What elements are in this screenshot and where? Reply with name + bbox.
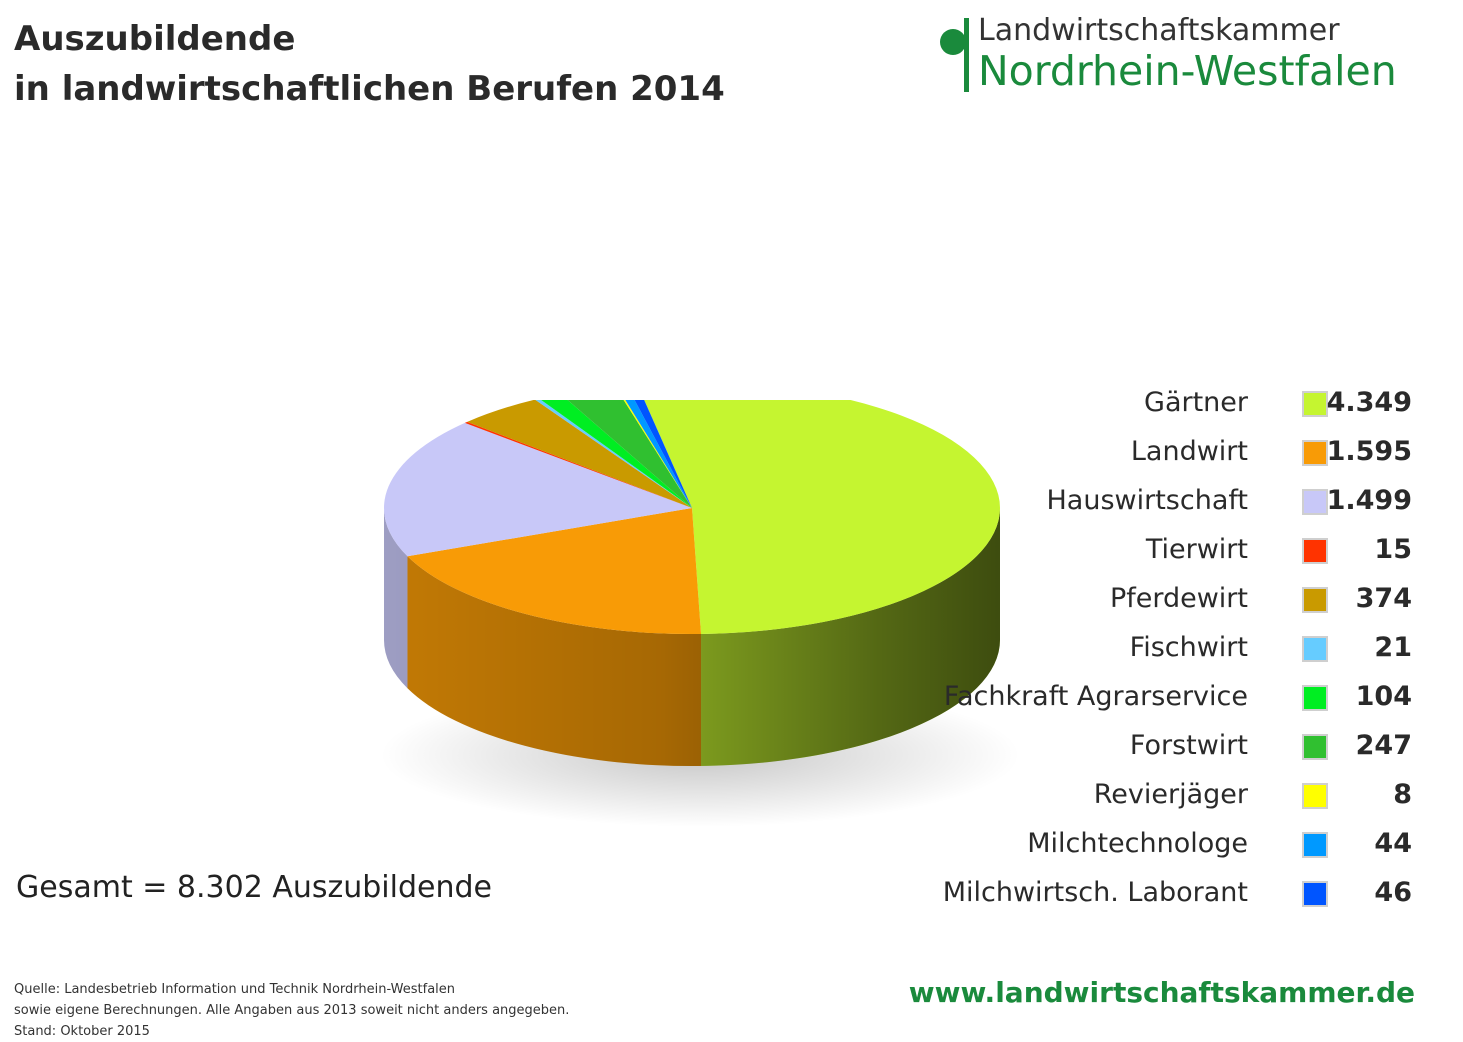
pie-slice	[634, 400, 692, 508]
legend-label: Fischwirt	[1129, 632, 1248, 663]
legend-label: Gärtner	[1144, 387, 1248, 418]
pie-side-shading	[384, 508, 1000, 766]
legend-swatch	[1302, 538, 1328, 564]
legend-label: Pferdewirt	[1109, 583, 1248, 614]
legend-item: Pferdewirt 374	[960, 579, 1420, 628]
pie-slice	[567, 400, 692, 508]
pie-sides	[384, 508, 1000, 766]
legend-label: Milchtechnologe	[1027, 828, 1248, 859]
legend-item: Gärtner 4.349	[960, 383, 1420, 432]
chart-title: Auszubildende in landwirtschaftlichen Be…	[14, 14, 725, 114]
legend-swatch	[1302, 489, 1328, 515]
pie-slice	[467, 400, 692, 508]
logo-line-1: Landwirtschaftskammer	[978, 13, 1340, 48]
legend-label: Revierjäger	[1093, 779, 1248, 810]
legend-value: 46	[1374, 877, 1412, 908]
legend-swatch	[1302, 783, 1328, 809]
title-line-2: in landwirtschaftlichen Berufen 2014	[14, 69, 725, 109]
pie-slice	[644, 400, 1000, 634]
legend-label: Milchwirtsch. Laborant	[942, 877, 1248, 908]
logo-dot-icon	[940, 29, 966, 55]
legend-value: 4.349	[1326, 387, 1412, 418]
legend-item: Fischwirt 21	[960, 628, 1420, 677]
legend-value: 374	[1355, 583, 1412, 614]
source-line-1: Quelle: Landesbetrieb Information und Te…	[14, 982, 456, 997]
legend-item: Tierwirt 15	[960, 530, 1420, 579]
legend-value: 15	[1374, 534, 1412, 565]
legend-item: Milchwirtsch. Laborant 46	[943, 873, 1420, 922]
legend-item: Hauswirtschaft 1.499	[960, 481, 1420, 530]
legend-swatch	[1302, 440, 1328, 466]
legend-value: 104	[1355, 681, 1412, 712]
legend-swatch	[1302, 832, 1328, 858]
legend-value: 8	[1393, 779, 1412, 810]
legend-value: 21	[1374, 632, 1412, 663]
legend-item: Milchtechnologe 44	[960, 824, 1420, 873]
legend-swatch	[1302, 636, 1328, 662]
legend-swatch	[1302, 881, 1328, 907]
title-line-1: Auszubildende	[14, 19, 296, 59]
source-line-3: Stand: Oktober 2015	[14, 1024, 150, 1039]
pie-slice	[407, 508, 702, 634]
legend-item: Landwirt 1.595	[960, 432, 1420, 481]
legend-value: 44	[1374, 828, 1412, 859]
pie-chart	[380, 400, 1020, 827]
legend-swatch	[1302, 685, 1328, 711]
legend-label: Hauswirtschaft	[1046, 485, 1249, 516]
legend-item: Revierjäger 8	[960, 775, 1420, 824]
source-line-2: sowie eigene Berechnungen. Alle Angaben …	[14, 1003, 570, 1018]
legend-item: Forstwirt 247	[960, 726, 1420, 775]
legend: Gärtner 4.349 Landwirt 1.595 Hauswirtschaft 1…	[943, 383, 1420, 922]
legend-label: Fachkraft Agrarservice	[943, 681, 1248, 712]
logo-bar-icon	[964, 18, 969, 92]
source-note: Quelle: Landesbetrieb Information und Te…	[14, 979, 569, 1042]
lwk-logo: Landwirtschaftskammer Nordrhein-Westfale…	[938, 12, 1418, 94]
logo-line-2: Nordrhein-Westfalen	[978, 47, 1397, 95]
website-link[interactable]: www.landwirtschaftskammer.de	[908, 976, 1415, 1009]
legend-swatch	[1302, 391, 1328, 417]
pie-slice	[464, 421, 692, 508]
pie-slice	[383, 422, 692, 557]
pie-tops	[383, 400, 1000, 634]
legend-label: Tierwirt	[1145, 534, 1248, 565]
total-label: Gesamt = 8.302 Auszubildende	[16, 870, 492, 905]
legend-value: 1.595	[1326, 436, 1412, 467]
legend-value: 247	[1355, 730, 1412, 761]
legend-swatch	[1302, 587, 1328, 613]
legend-swatch	[1302, 734, 1328, 760]
legend-item: Fachkraft Agrarservice 104	[944, 677, 1420, 726]
legend-label: Landwirt	[1130, 436, 1248, 467]
legend-label: Forstwirt	[1129, 730, 1248, 761]
legend-value: 1.499	[1326, 485, 1412, 516]
